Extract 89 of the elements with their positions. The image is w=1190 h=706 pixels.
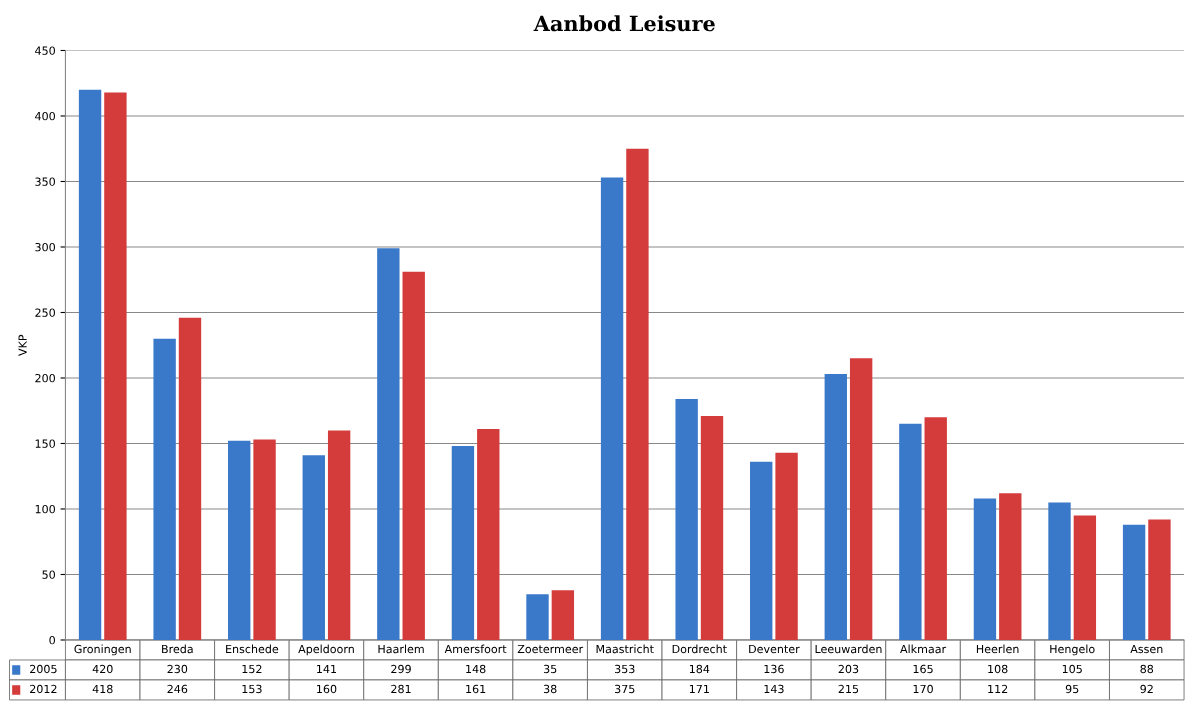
data-label: 171 xyxy=(689,684,709,694)
y-axis-title: VKP xyxy=(18,334,27,356)
legend-label: 2005 xyxy=(30,664,57,674)
x-tick-label: Breda xyxy=(162,644,193,654)
data-label: 152 xyxy=(242,664,262,674)
bar xyxy=(402,271,425,640)
chart-title: Aanbod Leisure xyxy=(533,15,715,32)
bar xyxy=(1148,519,1171,640)
bar xyxy=(526,594,549,640)
y-tick-label: 150 xyxy=(35,439,55,448)
data-label: 230 xyxy=(167,664,188,674)
data-label: 136 xyxy=(764,664,784,674)
data-label: 112 xyxy=(988,684,1008,694)
bar xyxy=(551,590,575,640)
x-tick-label: Amersfoort xyxy=(444,644,507,654)
bar xyxy=(600,177,624,640)
bar xyxy=(1048,502,1071,640)
data-label: 246 xyxy=(167,684,188,694)
data-label: 141 xyxy=(317,664,337,674)
data-label: 184 xyxy=(689,664,710,674)
x-tick-label: Heerlen xyxy=(976,644,1019,654)
data-label: 420 xyxy=(92,664,113,674)
bar xyxy=(228,440,251,640)
y-tick-label: 50 xyxy=(42,570,55,579)
x-tick-label: Assen xyxy=(1130,644,1163,654)
x-tick-label: Alkmaar xyxy=(900,644,947,654)
x-tick-label: Hengelo xyxy=(1050,644,1095,656)
data-label: 148 xyxy=(466,664,486,674)
bar xyxy=(626,148,649,640)
bar xyxy=(377,248,400,640)
bar xyxy=(153,338,176,640)
y-tick-label: 400 xyxy=(35,111,55,121)
y-tick-label: 250 xyxy=(35,308,55,317)
data-label: 299 xyxy=(391,664,411,674)
y-tick-label: 350 xyxy=(35,177,55,186)
data-label: 95 xyxy=(1065,684,1079,694)
bar xyxy=(700,415,724,640)
bar xyxy=(924,417,947,640)
data-label: 88 xyxy=(1140,664,1154,674)
data-label: 375 xyxy=(614,684,635,694)
x-tick-label: Maastricht xyxy=(596,644,654,654)
x-tick-label: Haarlem xyxy=(378,644,424,654)
data-label: 161 xyxy=(466,684,486,694)
y-tick-label: 200 xyxy=(35,373,55,383)
x-tick-label: Deventer xyxy=(749,644,800,654)
x-tick-label: Dordrecht xyxy=(672,644,727,654)
y-tick-label: 450 xyxy=(35,46,55,55)
data-label: 203 xyxy=(838,664,859,674)
bar xyxy=(78,89,102,640)
data-label: 108 xyxy=(988,664,1008,674)
y-tick-label: 300 xyxy=(35,242,55,252)
data-label: 92 xyxy=(1140,684,1153,694)
data-label: 38 xyxy=(543,684,557,694)
data-label: 215 xyxy=(838,684,859,694)
y-tick-label: 100 xyxy=(35,504,55,514)
bar xyxy=(253,439,276,640)
bar xyxy=(750,461,773,640)
x-tick-label: Enschede xyxy=(226,644,279,654)
data-label: 281 xyxy=(391,684,411,694)
data-label: 105 xyxy=(1062,664,1082,674)
data-label: 418 xyxy=(92,684,113,694)
bar xyxy=(775,452,798,640)
data-label: 353 xyxy=(614,664,635,674)
data-label: 165 xyxy=(913,664,933,674)
bar xyxy=(1122,524,1146,640)
x-tick-label: Apeldoorn xyxy=(298,644,354,656)
bar xyxy=(178,317,202,640)
bar xyxy=(899,423,922,640)
bar xyxy=(999,493,1022,640)
data-label: 160 xyxy=(317,684,337,694)
bar xyxy=(477,429,500,640)
bar xyxy=(973,498,997,640)
bar xyxy=(104,92,127,640)
bar xyxy=(1073,515,1097,640)
legend-label: 2012 xyxy=(30,684,57,694)
data-label: 35 xyxy=(543,664,557,674)
bar xyxy=(849,358,873,640)
data-label: 153 xyxy=(242,684,262,694)
data-label: 143 xyxy=(764,684,784,694)
bar xyxy=(451,446,475,640)
bar xyxy=(302,455,325,640)
x-tick-label: Zoetermeer xyxy=(517,644,584,654)
bar xyxy=(327,430,351,640)
bar xyxy=(824,374,847,640)
data-label: 170 xyxy=(913,684,933,694)
bar xyxy=(675,398,698,640)
x-tick-label: Leeuwarden xyxy=(815,644,882,654)
y-tick-label: 0 xyxy=(49,635,55,645)
x-tick-label: Groningen xyxy=(74,644,131,656)
